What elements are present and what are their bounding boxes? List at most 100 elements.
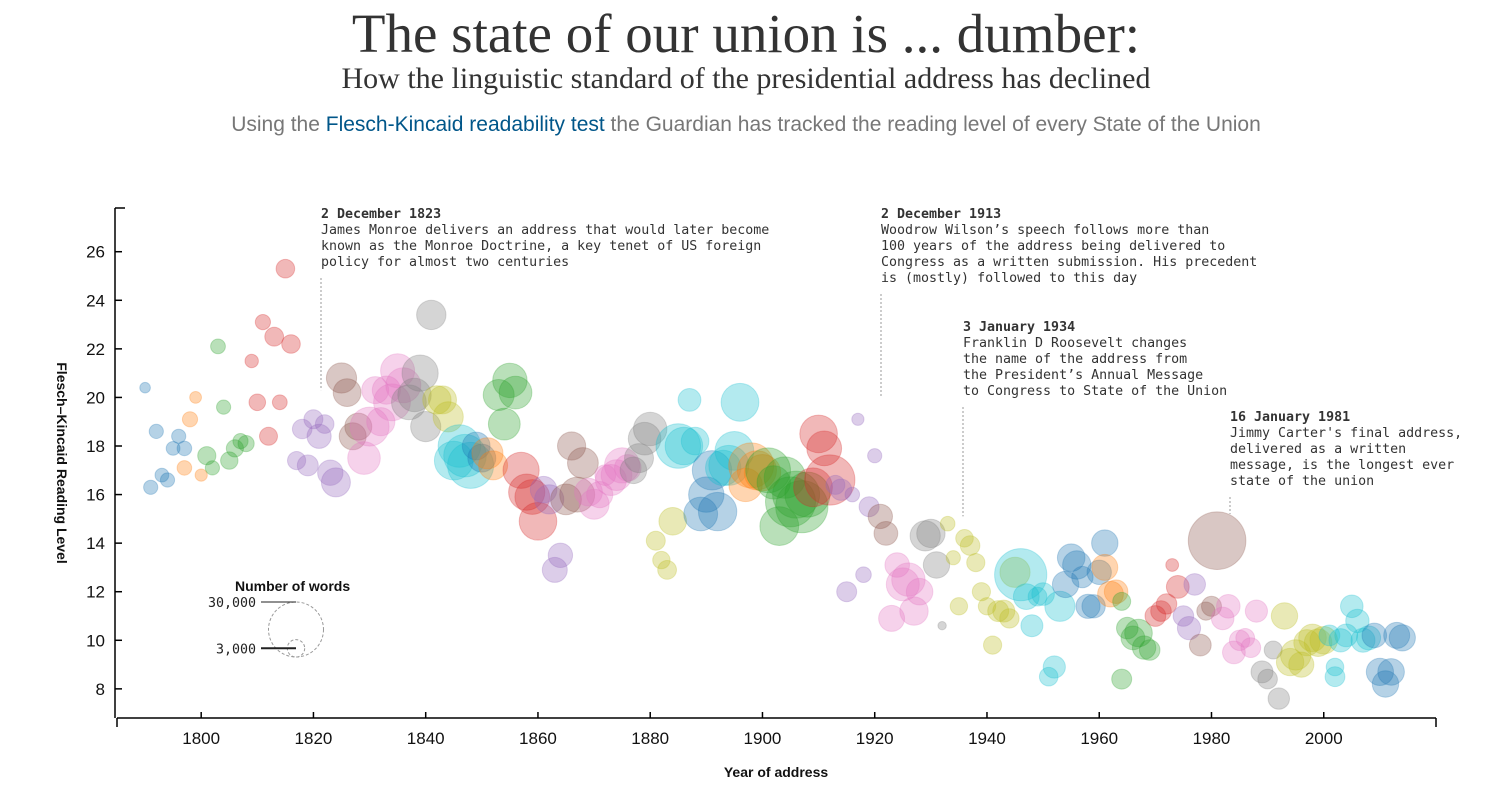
data-point — [873, 521, 899, 546]
data-point — [197, 446, 217, 466]
data-point — [697, 491, 738, 532]
data-point — [851, 412, 865, 426]
data-point — [248, 393, 267, 412]
annotation-leaders — [320, 278, 1231, 517]
data-point — [1210, 606, 1235, 631]
size-legend-label: 3,000 — [216, 642, 256, 657]
data-point — [1298, 623, 1327, 653]
data-point — [1309, 626, 1338, 655]
data-point — [1120, 625, 1146, 651]
data-point — [743, 454, 782, 492]
data-point — [1116, 616, 1139, 640]
data-point — [1103, 579, 1129, 605]
data-point — [332, 378, 362, 408]
data-point — [361, 376, 390, 405]
data-point — [159, 472, 176, 488]
data-point — [401, 354, 439, 392]
data-point — [677, 388, 702, 412]
data-point — [574, 477, 603, 507]
data-point — [338, 422, 367, 451]
data-point — [983, 635, 1003, 655]
data-point — [745, 447, 791, 494]
data-point — [1138, 639, 1161, 661]
data-point — [1042, 655, 1066, 679]
annotation-date: 2 December 1913 — [881, 207, 1002, 222]
data-point — [325, 362, 358, 394]
data-point — [867, 503, 893, 530]
data-point — [836, 581, 858, 603]
data-point — [154, 467, 170, 483]
data-point — [281, 334, 301, 354]
x-tick-label: 1960 — [1080, 729, 1118, 748]
data-point — [619, 456, 648, 485]
data-point — [287, 451, 307, 471]
data-point — [502, 451, 540, 489]
data-point — [1288, 651, 1315, 678]
data-point — [148, 423, 164, 439]
data-point — [344, 412, 373, 441]
data-point — [1111, 668, 1133, 690]
data-point — [1183, 573, 1206, 596]
data-point — [371, 375, 401, 405]
data-point — [652, 550, 671, 570]
data-point — [1356, 625, 1382, 651]
annotation-wilson-speech: 2 December 1913 Woodrow Wilson’s speech … — [881, 207, 1257, 287]
data-point — [1280, 639, 1312, 671]
data-point — [237, 435, 255, 453]
data-point — [688, 476, 725, 513]
data-point — [1020, 614, 1044, 638]
data-point — [885, 567, 920, 602]
data-point — [244, 353, 259, 369]
y-axis-label: Flesch–Kincaid Reading Level — [54, 362, 70, 564]
data-point — [594, 464, 627, 496]
data-point — [657, 560, 677, 580]
data-point — [432, 401, 464, 433]
data-point — [1328, 628, 1353, 653]
flesch-kincaid-link[interactable]: Flesch-Kincaid readability test — [325, 113, 605, 136]
data-point — [977, 597, 997, 616]
data-point — [793, 467, 833, 508]
data-point — [1388, 624, 1416, 652]
data-point — [600, 459, 633, 492]
data-point — [366, 407, 396, 437]
data-point — [955, 529, 974, 548]
data-point — [714, 431, 755, 471]
data-point — [858, 496, 880, 518]
data-point — [220, 451, 239, 470]
annotation-text: Woodrow Wilson’s speech follows more tha… — [881, 223, 1258, 286]
x-axis-label: Year of address — [724, 764, 828, 780]
data-point — [844, 486, 861, 503]
data-point — [259, 426, 278, 446]
data-point — [756, 465, 791, 500]
data-point — [999, 608, 1020, 629]
x-tick-label: 1940 — [968, 729, 1006, 748]
data-point — [759, 506, 800, 546]
data-point — [916, 518, 946, 549]
data-point — [614, 454, 642, 482]
annotation-text: Jimmy Carter's final address, delivered … — [1230, 426, 1463, 489]
data-point — [189, 391, 203, 404]
data-point — [416, 299, 447, 331]
annotation-date: 3 January 1934 — [963, 320, 1076, 335]
data-point — [478, 450, 509, 481]
data-point — [664, 426, 704, 466]
data-point — [482, 379, 515, 411]
x-tick-label: 1920 — [856, 729, 894, 748]
data-point — [891, 562, 926, 597]
data-point — [1144, 605, 1167, 627]
data-point — [275, 258, 296, 279]
x-tick-label: 1860 — [519, 729, 557, 748]
data-point — [380, 353, 416, 389]
data-point — [165, 441, 181, 456]
data-point — [557, 431, 587, 461]
data-point — [708, 444, 750, 486]
data-point — [471, 437, 504, 470]
data-point — [971, 582, 992, 602]
y-tick-label: 22 — [86, 340, 105, 359]
data-point — [1012, 583, 1040, 610]
annotation-date: 2 December 1823 — [321, 207, 442, 222]
data-point — [487, 407, 521, 441]
data-point — [1155, 593, 1178, 615]
data-point — [291, 418, 313, 440]
data-point — [627, 421, 662, 456]
